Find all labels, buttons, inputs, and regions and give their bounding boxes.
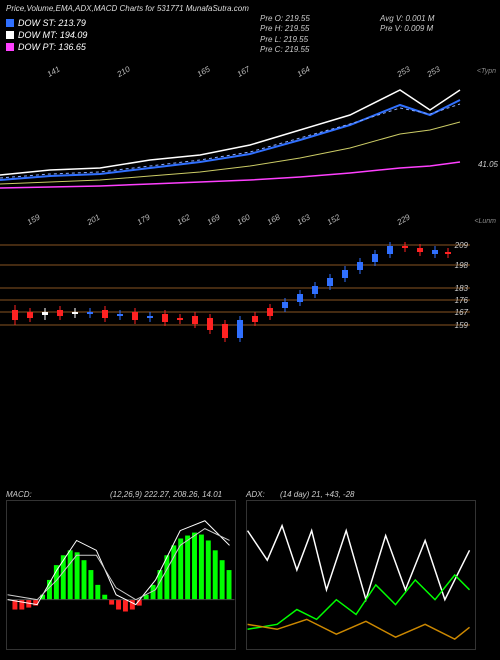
adx-label: ADX: bbox=[246, 490, 265, 499]
candle-chart: 209 198 183 176 167 159 bbox=[0, 230, 470, 360]
ohlc-stats: Pre O: 219.55Pre H: 219.55Pre L: 219.55P… bbox=[260, 14, 310, 56]
macd-params: (12,26,9) 222.27, 208.26, 14.01 bbox=[110, 490, 222, 499]
svg-text:183: 183 bbox=[455, 284, 469, 293]
legend-item: DOW PT: 136.65 bbox=[6, 42, 87, 52]
price-y-label: 41.05 bbox=[478, 160, 498, 169]
chart-title: Price,Volume,EMA,ADX,MACD Charts for 531… bbox=[6, 4, 249, 13]
price-chart bbox=[0, 60, 470, 200]
candle-unit: <Lunm bbox=[474, 218, 496, 225]
svg-text:198: 198 bbox=[455, 261, 469, 270]
adx-chart bbox=[246, 500, 476, 650]
legend-item: DOW MT: 194.09 bbox=[6, 30, 87, 40]
price-unit: <Typn bbox=[477, 68, 496, 75]
svg-text:176: 176 bbox=[455, 296, 469, 305]
svg-text:159: 159 bbox=[455, 321, 469, 330]
legend: DOW ST: 213.79 DOW MT: 194.09 DOW PT: 136.… bbox=[6, 18, 87, 54]
macd-label: MACD: bbox=[6, 490, 32, 499]
legend-item: DOW ST: 213.79 bbox=[6, 18, 87, 28]
adx-params: (14 day) 21, +43, -28 bbox=[280, 490, 355, 499]
macd-chart bbox=[6, 500, 236, 650]
volume-stats: Avg V: 0.001 MPre V: 0.009 M bbox=[380, 14, 434, 35]
svg-text:167: 167 bbox=[455, 308, 469, 317]
svg-text:209: 209 bbox=[454, 241, 469, 250]
